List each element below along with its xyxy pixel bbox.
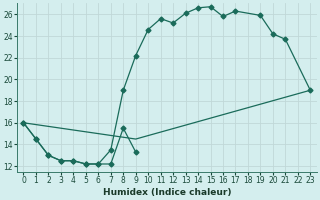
X-axis label: Humidex (Indice chaleur): Humidex (Indice chaleur)	[103, 188, 231, 197]
